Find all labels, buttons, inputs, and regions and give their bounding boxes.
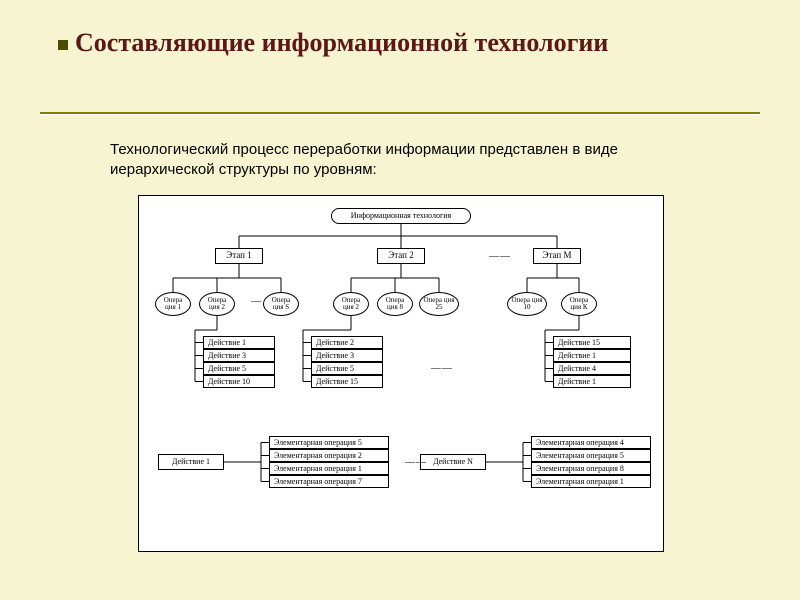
action-cell: Действие 3 xyxy=(203,349,275,362)
elem-op-cell: Элементарная операция 1 xyxy=(269,462,389,475)
action-cell: Действие 1 xyxy=(553,349,631,362)
title-underline xyxy=(40,112,760,115)
action-cell: Действие 3 xyxy=(311,349,383,362)
stage-node: Этап 2 xyxy=(377,248,425,264)
action-cell: Действие 5 xyxy=(203,362,275,375)
elem-op-cell: Элементарная операция 2 xyxy=(269,449,389,462)
op-node: Опера ция S xyxy=(263,292,299,316)
action-cell: Действие 15 xyxy=(311,375,383,388)
action-cell: Действие 1 xyxy=(203,336,275,349)
ellipsis-dash: —— xyxy=(405,457,427,468)
elem-action-left: Действие 1 xyxy=(158,454,224,470)
slide: Составляющие информационной технологии Т… xyxy=(0,0,800,600)
action-cell: Действие 10 xyxy=(203,375,275,388)
elem-op-cell: Элементарная операция 5 xyxy=(531,449,651,462)
op-node: Опера ция 10 xyxy=(507,292,547,316)
op-node: Опера ция 2 xyxy=(333,292,369,316)
diagram-frame: Информационная технология Этап 1 Этап 2 Эта… xyxy=(138,195,664,552)
slide-title: Составляющие информационной технологии xyxy=(75,28,635,58)
action-cell: Действие 1 xyxy=(553,375,631,388)
op-node: Опера ция 2 xyxy=(199,292,235,316)
op-node: Опера ция 8 xyxy=(377,292,413,316)
elem-op-cell: Элементарная операция 1 xyxy=(531,475,651,488)
title-bullet xyxy=(58,40,68,50)
action-cell: Действие 4 xyxy=(553,362,631,375)
elem-op-cell: Элементарная операция 8 xyxy=(531,462,651,475)
action-cell: Действие 15 xyxy=(553,336,631,349)
op-node: Опера ция 25 xyxy=(419,292,459,316)
op-node: Опера ция 1 xyxy=(155,292,191,316)
action-cell: Действие 2 xyxy=(311,336,383,349)
stage-node: Этап 1 xyxy=(215,248,263,264)
ellipsis-dash: — xyxy=(251,296,262,307)
stage-node: Этап М xyxy=(533,248,581,264)
elem-op-cell: Элементарная операция 4 xyxy=(531,436,651,449)
elem-op-cell: Элементарная операция 5 xyxy=(269,436,389,449)
elem-op-cell: Элементарная операция 7 xyxy=(269,475,389,488)
slide-subtitle: Технологический процесс переработки инфо… xyxy=(110,140,650,181)
action-cell: Действие 5 xyxy=(311,362,383,375)
ellipsis-dash: —— xyxy=(489,251,511,262)
op-node: Опера ция К xyxy=(561,292,597,316)
root-node: Информационная технология xyxy=(331,208,471,224)
elem-action-right: Действие N xyxy=(420,454,486,470)
ellipsis-dash: —— xyxy=(431,363,453,374)
